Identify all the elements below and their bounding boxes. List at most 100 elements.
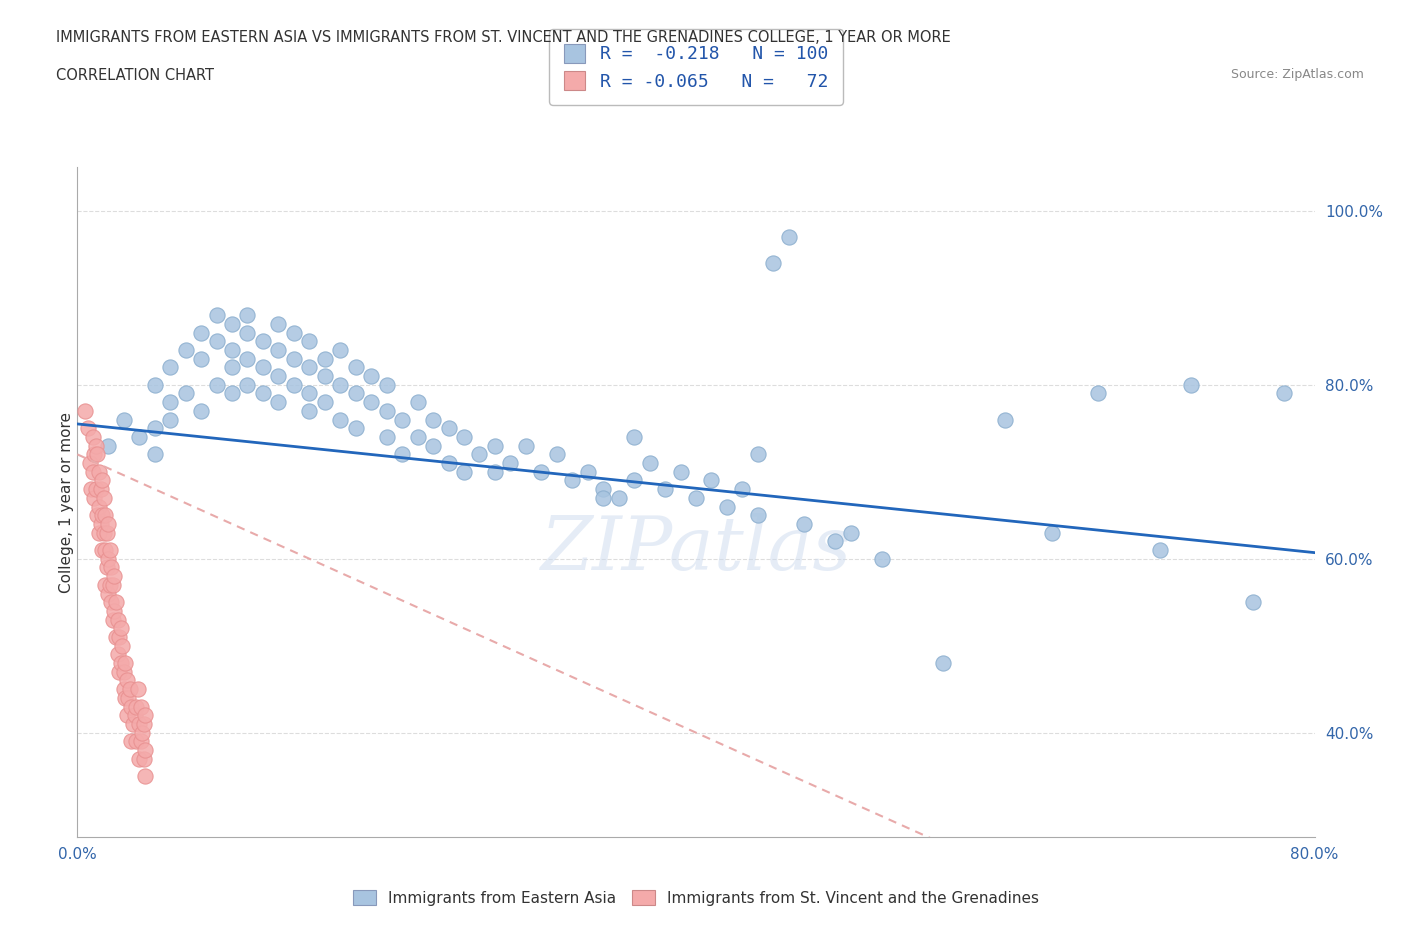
- Point: [127, 682, 149, 697]
- Point: [107, 647, 129, 662]
- Point: [314, 352, 336, 366]
- Point: [129, 699, 152, 714]
- Point: [252, 360, 274, 375]
- Point: [422, 438, 444, 453]
- Point: [716, 499, 738, 514]
- Point: [100, 595, 122, 610]
- Point: [205, 378, 228, 392]
- Point: [90, 516, 111, 531]
- Point: [77, 421, 100, 436]
- Point: [75, 404, 96, 418]
- Point: [329, 412, 352, 427]
- Point: [132, 716, 155, 731]
- Text: CORRELATION CHART: CORRELATION CHART: [56, 68, 214, 83]
- Point: [97, 516, 120, 531]
- Point: [375, 378, 398, 392]
- Point: [360, 368, 382, 383]
- Point: [143, 447, 166, 462]
- Legend: Immigrants from Eastern Asia, Immigrants from St. Vincent and the Grenadines: Immigrants from Eastern Asia, Immigrants…: [343, 879, 1049, 916]
- Point: [839, 525, 862, 540]
- Point: [267, 342, 290, 357]
- Point: [205, 308, 228, 323]
- Point: [94, 542, 117, 557]
- Point: [391, 447, 413, 462]
- Point: [93, 490, 115, 505]
- Point: [422, 412, 444, 427]
- Point: [87, 525, 110, 540]
- Point: [607, 490, 630, 505]
- Point: [344, 360, 367, 375]
- Point: [1272, 386, 1295, 401]
- Point: [329, 378, 352, 392]
- Point: [132, 751, 155, 766]
- Point: [83, 447, 105, 462]
- Point: [236, 378, 259, 392]
- Point: [638, 456, 661, 471]
- Point: [115, 673, 138, 688]
- Point: [623, 430, 645, 445]
- Point: [82, 464, 104, 479]
- Point: [114, 656, 136, 671]
- Point: [267, 394, 290, 409]
- Point: [134, 769, 156, 784]
- Point: [128, 716, 150, 731]
- Point: [669, 464, 692, 479]
- Point: [159, 360, 181, 375]
- Point: [97, 438, 120, 453]
- Point: [530, 464, 553, 479]
- Point: [143, 378, 166, 392]
- Point: [87, 499, 110, 514]
- Point: [124, 708, 146, 723]
- Point: [824, 534, 846, 549]
- Point: [112, 664, 135, 679]
- Point: [159, 412, 181, 427]
- Point: [174, 342, 197, 357]
- Point: [484, 464, 506, 479]
- Point: [129, 734, 152, 749]
- Point: [190, 404, 212, 418]
- Point: [128, 430, 150, 445]
- Point: [97, 586, 120, 601]
- Point: [115, 708, 138, 723]
- Point: [314, 394, 336, 409]
- Point: [118, 682, 141, 697]
- Point: [994, 412, 1017, 427]
- Point: [159, 394, 181, 409]
- Point: [125, 734, 148, 749]
- Point: [762, 256, 785, 271]
- Point: [484, 438, 506, 453]
- Point: [101, 578, 124, 592]
- Point: [94, 578, 117, 592]
- Point: [221, 316, 243, 331]
- Point: [84, 482, 107, 497]
- Point: [131, 725, 153, 740]
- Point: [205, 334, 228, 349]
- Point: [82, 430, 104, 445]
- Point: [1149, 542, 1171, 557]
- Point: [1180, 378, 1202, 392]
- Point: [437, 456, 460, 471]
- Point: [298, 334, 321, 349]
- Point: [685, 490, 707, 505]
- Point: [623, 473, 645, 488]
- Point: [793, 516, 815, 531]
- Point: [267, 368, 290, 383]
- Point: [94, 508, 117, 523]
- Point: [329, 342, 352, 357]
- Point: [121, 734, 143, 749]
- Point: [143, 421, 166, 436]
- Point: [221, 360, 243, 375]
- Point: [344, 386, 367, 401]
- Point: [870, 551, 893, 566]
- Point: [108, 630, 131, 644]
- Point: [108, 664, 131, 679]
- Point: [576, 464, 599, 479]
- Point: [91, 542, 114, 557]
- Point: [80, 482, 103, 497]
- Point: [252, 334, 274, 349]
- Point: [344, 421, 367, 436]
- Point: [91, 473, 114, 488]
- Point: [121, 699, 143, 714]
- Point: [221, 342, 243, 357]
- Point: [174, 386, 197, 401]
